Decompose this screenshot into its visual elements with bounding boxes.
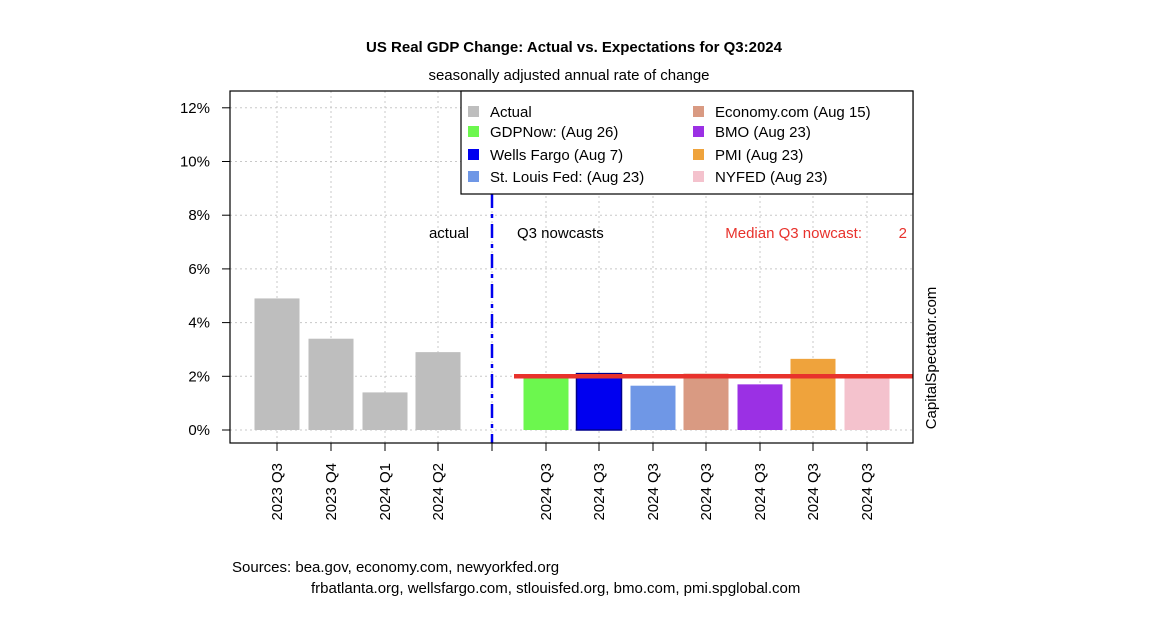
x-tick-label: 2024 Q3	[645, 463, 662, 521]
bar	[254, 298, 300, 430]
sources-line-1: Sources: bea.gov, economy.com, newyorkfe…	[232, 559, 560, 576]
y-tick-label: 12%	[180, 100, 210, 117]
x-tick-label: 2023 Q4	[323, 463, 340, 521]
legend-label: PMI (Aug 23)	[715, 147, 803, 164]
x-tick-label: 2023 Q3	[269, 463, 286, 521]
chart-title: US Real GDP Change: Actual vs. Expectati…	[366, 39, 783, 56]
actual-annotation: actual	[429, 225, 469, 242]
legend-swatch	[693, 171, 704, 182]
bar	[737, 384, 783, 430]
y-tick-label: 2%	[188, 368, 210, 385]
y-tick-label: 8%	[188, 207, 210, 224]
legend-label: BMO (Aug 23)	[715, 124, 811, 141]
x-tick-label: 2024 Q3	[591, 463, 608, 521]
x-tick-label: 2024 Q3	[859, 463, 876, 521]
legend-label: Wells Fargo (Aug 7)	[490, 147, 623, 164]
median-annotation-label: Median Q3 nowcast:	[725, 225, 862, 242]
watermark: CapitalSpectator.com	[923, 287, 940, 430]
bar	[523, 376, 569, 430]
legend-label: GDPNow: (Aug 26)	[490, 124, 618, 141]
bar	[630, 385, 676, 430]
legend-swatch	[693, 126, 704, 137]
sources-line-2: frbatlanta.org, wellsfargo.com, stlouisf…	[311, 580, 801, 597]
bar	[844, 376, 890, 430]
x-tick-label: 2024 Q2	[430, 463, 447, 521]
bar	[575, 372, 623, 431]
bars	[254, 298, 890, 431]
legend-swatch	[468, 126, 479, 137]
y-tick-label: 0%	[188, 422, 210, 439]
legend-label: Actual	[490, 104, 532, 121]
bar	[415, 352, 461, 430]
legend-swatch	[693, 149, 704, 160]
y-tick-label: 10%	[180, 154, 210, 171]
x-tick-label: 2024 Q3	[538, 463, 555, 521]
legend-swatch	[468, 149, 479, 160]
bar	[308, 338, 354, 430]
x-axis: 2023 Q3 2023 Q4 2024 Q1 2024 Q2 2024 Q3 2024 …	[269, 442, 876, 521]
x-tick-label: 2024 Q1	[377, 463, 394, 521]
legend-swatch	[468, 106, 479, 117]
nowcasts-annotation: Q3 nowcasts	[517, 225, 604, 242]
legend-swatch	[468, 171, 479, 182]
x-tick-label: 2024 Q3	[698, 463, 715, 521]
y-tick-label: 4%	[188, 315, 210, 332]
legend-label: NYFED (Aug 23)	[715, 169, 828, 186]
bar	[362, 392, 408, 430]
legend-label: St. Louis Fed: (Aug 23)	[490, 169, 644, 186]
legend-swatch	[693, 106, 704, 117]
bar	[790, 358, 836, 430]
x-tick-label: 2024 Q3	[805, 463, 822, 521]
chart-subtitle: seasonally adjusted annual rate of chang…	[428, 67, 709, 84]
median-annotation-value: 2	[899, 225, 907, 242]
legend-label: Economy.com (Aug 15)	[715, 104, 871, 121]
sources-note: Sources: bea.gov, economy.com, newyorkfe…	[232, 557, 800, 599]
y-tick-label: 6%	[188, 261, 210, 278]
legend: Actual GDPNow: (Aug 26) Wells Fargo (Aug 7…	[460, 90, 914, 195]
bar	[683, 373, 729, 430]
y-axis: 0% 2% 4% 6% 8% 10% 12%	[180, 100, 231, 439]
x-tick-label: 2024 Q3	[752, 463, 769, 521]
legend-box	[460, 90, 914, 195]
